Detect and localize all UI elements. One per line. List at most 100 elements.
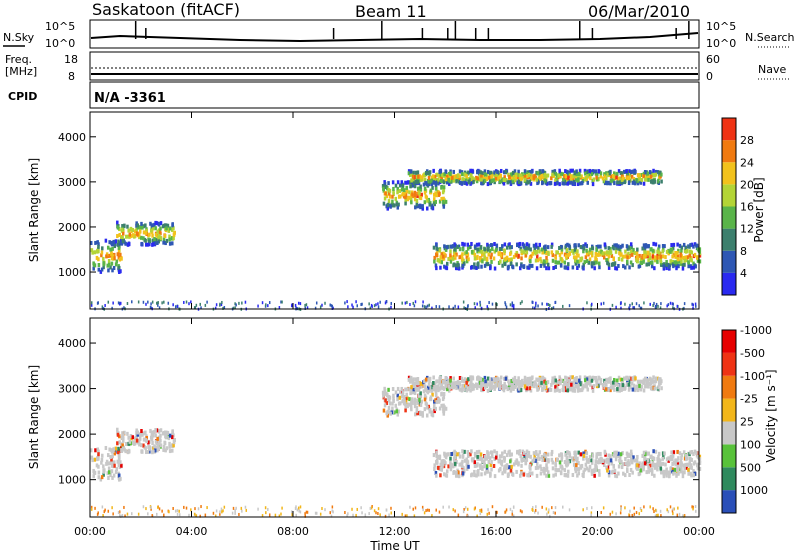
power-cell bbox=[419, 184, 422, 189]
power-cell bbox=[545, 266, 548, 271]
power-cell bbox=[442, 202, 445, 207]
power-cell bbox=[638, 177, 641, 182]
velocity-cell bbox=[449, 460, 452, 465]
x-tick-label: 00:00 bbox=[683, 525, 715, 538]
velocity-cell bbox=[613, 383, 616, 388]
power-cell bbox=[131, 228, 135, 233]
velocity-cell bbox=[639, 506, 642, 510]
power-cell bbox=[398, 183, 402, 188]
power-cell bbox=[379, 300, 381, 304]
velocity-cell bbox=[109, 473, 112, 478]
velocity-cell bbox=[106, 471, 109, 476]
power-cell bbox=[434, 263, 438, 268]
power-cell bbox=[458, 169, 462, 174]
power-cell bbox=[577, 177, 580, 182]
power-cell bbox=[220, 303, 223, 307]
power-cell bbox=[518, 241, 522, 246]
power-cell bbox=[603, 172, 606, 177]
velocity-cell bbox=[128, 439, 132, 444]
velocity-cell bbox=[377, 507, 380, 511]
power-cell bbox=[501, 263, 504, 268]
power-cell bbox=[291, 303, 293, 307]
power-cell bbox=[653, 255, 657, 260]
velocity-cell bbox=[671, 453, 675, 458]
power-cell bbox=[495, 243, 499, 248]
power-cell bbox=[462, 172, 466, 177]
velocity-cell bbox=[477, 449, 481, 454]
power-cell bbox=[462, 300, 465, 304]
velocity-cell bbox=[110, 449, 114, 454]
velocity-cell bbox=[535, 461, 539, 466]
velocity-cell bbox=[534, 450, 538, 455]
freq-panel-frame bbox=[89, 51, 700, 81]
power-cell bbox=[564, 169, 567, 174]
velocity-cell bbox=[435, 460, 439, 465]
velocity-cell bbox=[659, 466, 663, 471]
velocity-cell bbox=[605, 378, 608, 383]
velocity-cell bbox=[113, 463, 116, 468]
velocity-cell bbox=[509, 459, 512, 464]
power-cell bbox=[535, 266, 539, 271]
power-cell bbox=[611, 303, 614, 307]
power-cell bbox=[424, 170, 428, 175]
velocity-cell bbox=[416, 400, 419, 405]
velocity-cell bbox=[404, 387, 407, 392]
power-cell bbox=[404, 201, 407, 206]
velocity-cell bbox=[515, 458, 519, 463]
velocity-cell bbox=[549, 514, 551, 518]
velocity-cell bbox=[698, 466, 702, 471]
power-cell bbox=[447, 256, 450, 261]
velocity-cell bbox=[385, 411, 388, 416]
velocity-cell bbox=[571, 456, 574, 461]
velocity-cell bbox=[176, 509, 179, 513]
power-cell bbox=[171, 241, 174, 246]
velocity-cell bbox=[487, 459, 491, 464]
power-cell bbox=[575, 169, 578, 174]
velocity-cell bbox=[626, 467, 629, 472]
power-cell bbox=[346, 300, 348, 304]
velocity-cell bbox=[558, 453, 561, 458]
velocity-cell bbox=[204, 513, 207, 517]
power-cell bbox=[560, 171, 563, 176]
velocity-cell bbox=[528, 471, 532, 476]
power-cell bbox=[491, 246, 494, 251]
power-cell bbox=[509, 260, 513, 265]
velocity-cell bbox=[183, 505, 185, 509]
power-cell bbox=[605, 258, 608, 263]
power-cell bbox=[523, 174, 527, 179]
power-cell bbox=[529, 247, 532, 252]
power-cell bbox=[594, 171, 598, 176]
power-cell bbox=[449, 172, 452, 177]
power-cell bbox=[618, 249, 622, 254]
power-cell bbox=[651, 260, 654, 265]
power-cell bbox=[107, 268, 110, 273]
velocity-cell bbox=[145, 450, 148, 455]
velocity-cell bbox=[623, 386, 627, 391]
power-cell bbox=[487, 252, 491, 257]
power-cell bbox=[111, 246, 114, 251]
power-cell bbox=[470, 249, 474, 254]
power-cell bbox=[633, 306, 635, 310]
velocity-cell bbox=[654, 376, 658, 381]
velocity-cell bbox=[499, 380, 503, 385]
power-cell bbox=[493, 249, 496, 254]
velocity-cell bbox=[121, 514, 124, 518]
power-cell bbox=[552, 266, 555, 271]
power-cell bbox=[145, 302, 147, 306]
power-cell bbox=[540, 174, 543, 179]
velocity-cell bbox=[127, 435, 130, 440]
velocity-cell bbox=[511, 512, 514, 516]
velocity-cell bbox=[696, 454, 700, 459]
power-cell bbox=[515, 243, 519, 248]
power-cell bbox=[413, 304, 416, 308]
velocity-cell bbox=[680, 455, 683, 460]
power-cell bbox=[457, 262, 460, 267]
power-cell bbox=[692, 303, 694, 307]
velocity-cell bbox=[651, 456, 655, 461]
power-cell bbox=[605, 250, 609, 255]
velocity-cell bbox=[118, 477, 121, 482]
velocity-cell bbox=[566, 388, 570, 393]
power-cell bbox=[609, 178, 613, 183]
power-cell bbox=[599, 244, 602, 249]
power-cell bbox=[92, 266, 95, 271]
